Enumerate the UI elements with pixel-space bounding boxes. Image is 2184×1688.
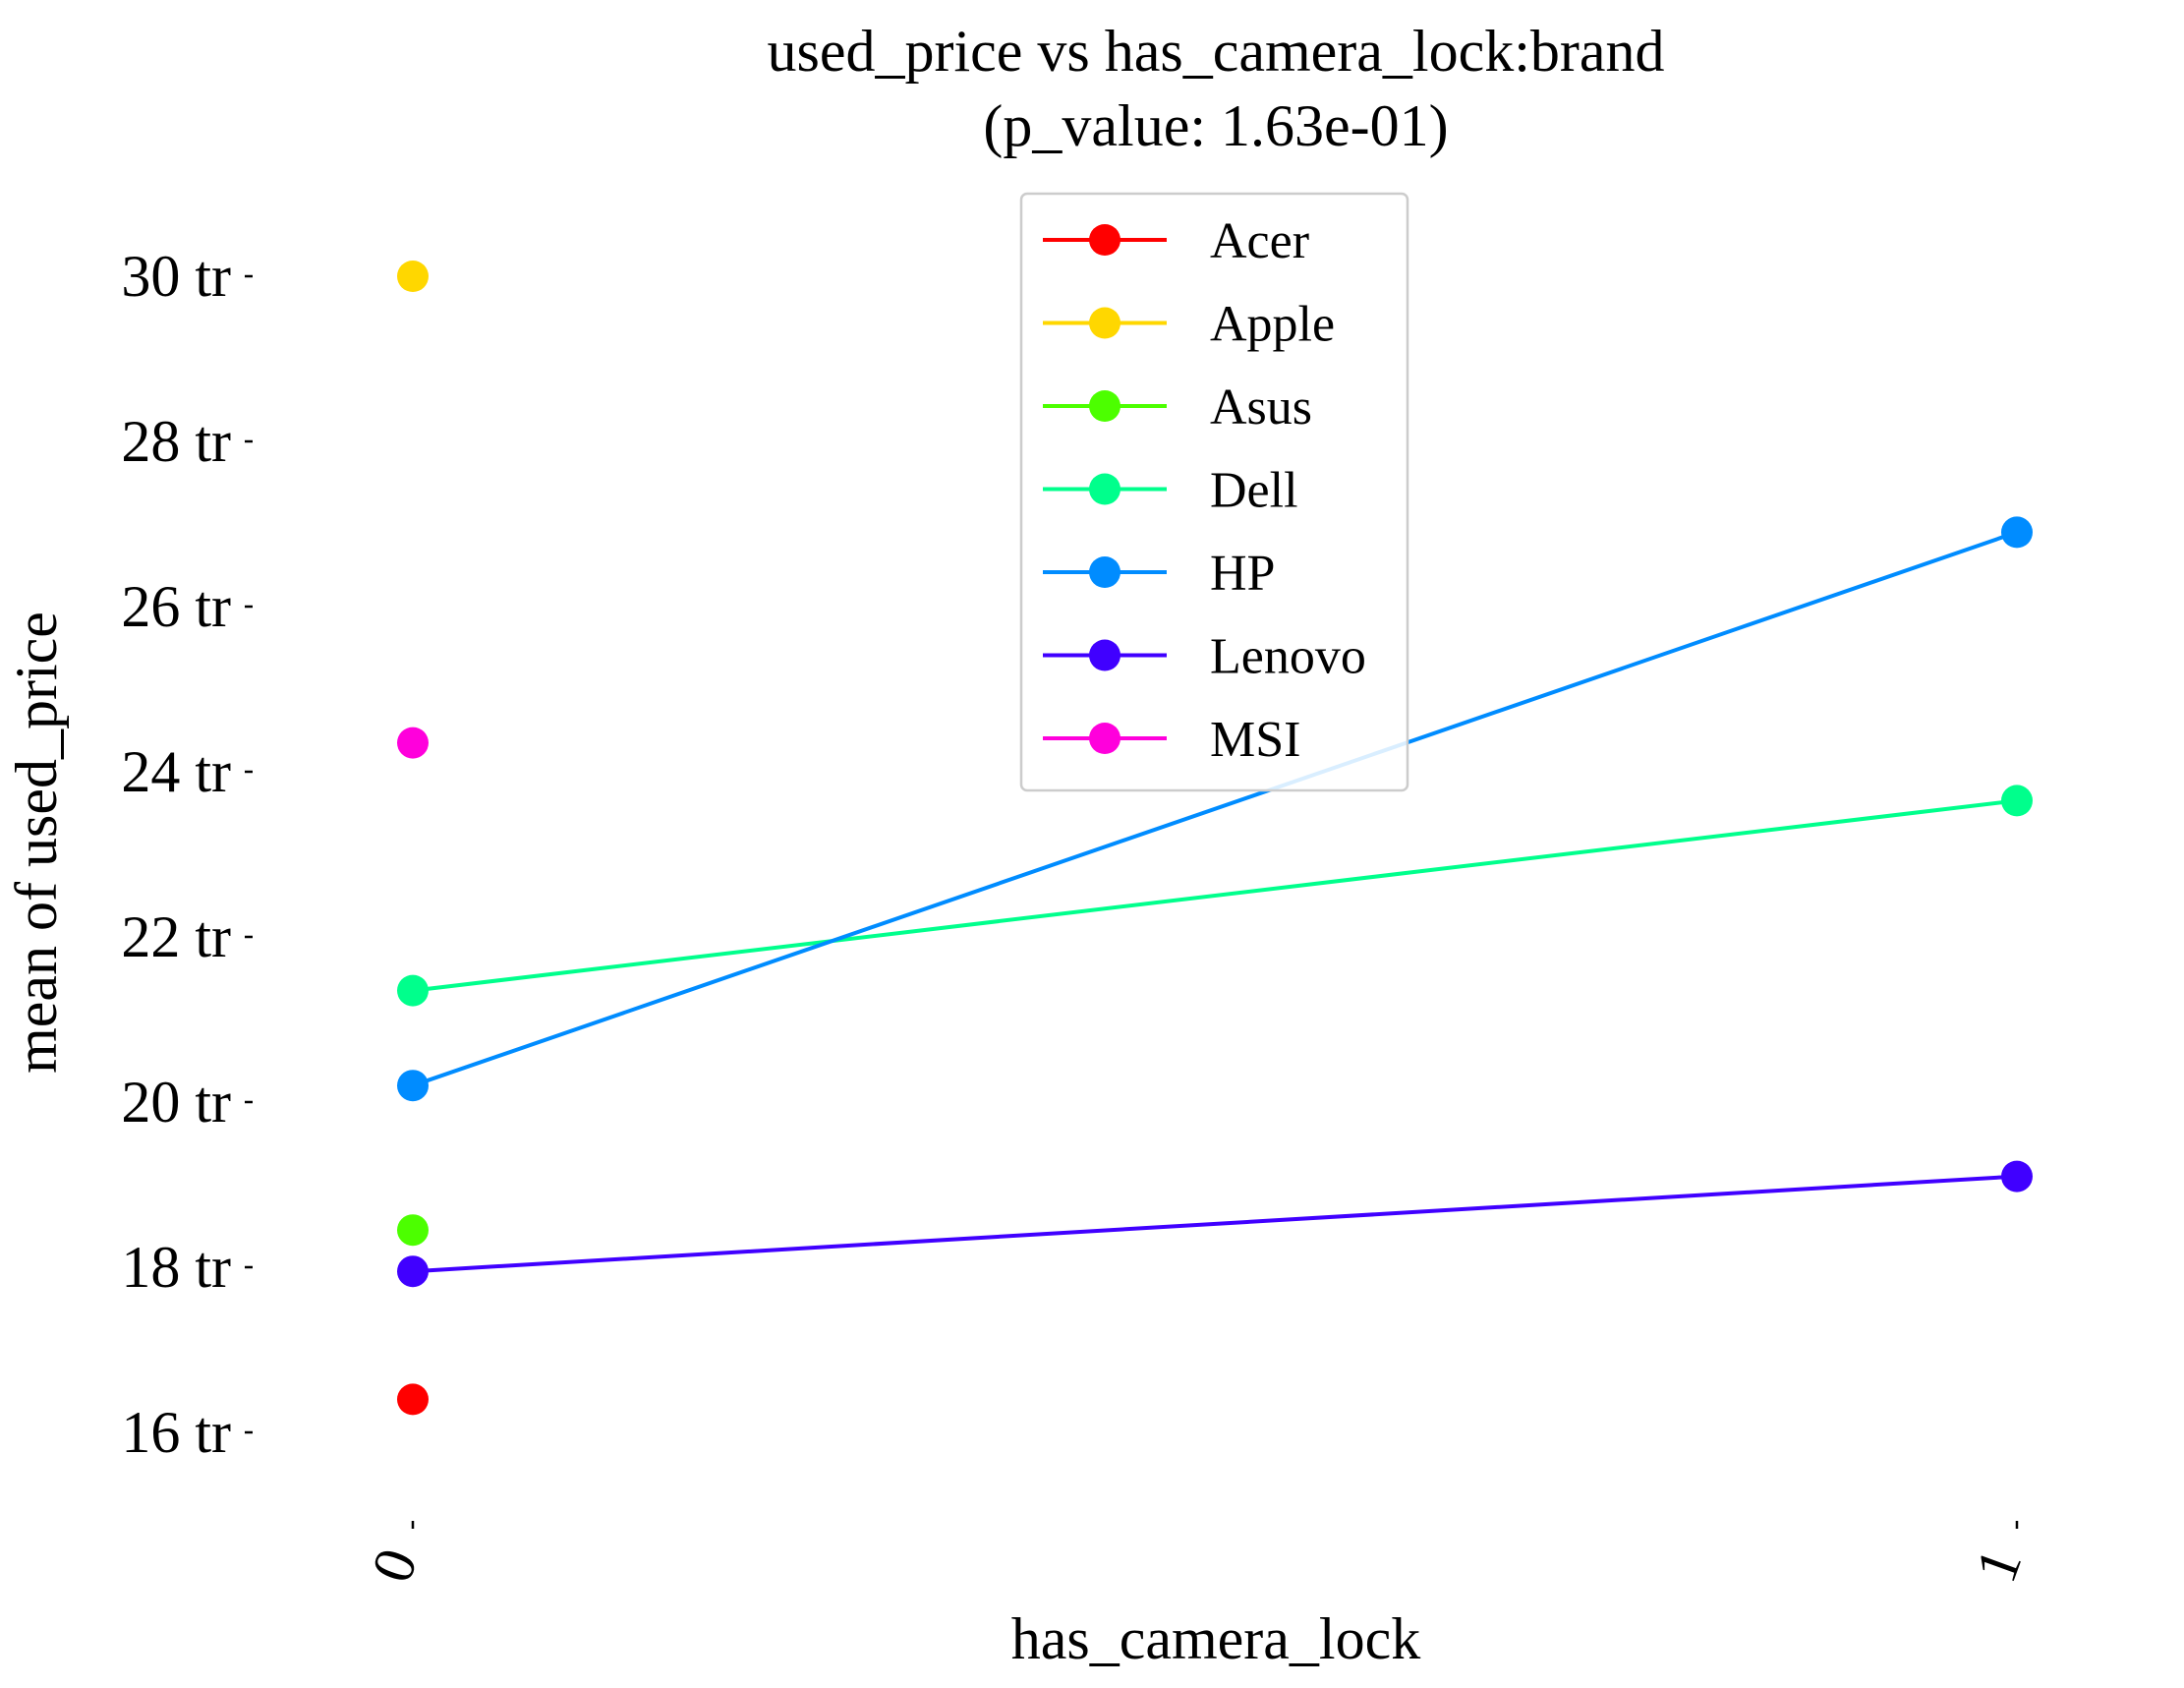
y-tick-label: 20 tr — [121, 1070, 231, 1135]
x-tick-label: 1 — [1963, 1541, 2034, 1591]
x-tick-label: 0 — [359, 1541, 430, 1591]
legend-marker-apple — [1089, 307, 1121, 339]
legend-marker-hp — [1089, 556, 1121, 588]
y-tick-label: 30 tr — [121, 244, 231, 309]
y-axis-label: mean of used_price — [4, 611, 69, 1074]
y-axis: 16 tr 18 tr 20 tr 22 tr 24 tr 26 tr 28 tr 30 tr — [121, 244, 253, 1465]
legend-label-acer: Acer — [1210, 213, 1309, 269]
point-hp — [2001, 516, 2033, 549]
point-lenovo — [2001, 1160, 2033, 1193]
plot-lines — [412, 530, 2018, 1274]
legend-label-lenovo: Lenovo — [1210, 629, 1366, 685]
legend-marker-asus — [1089, 390, 1121, 422]
series-line-lenovo — [412, 1174, 2018, 1274]
y-tick-label: 26 tr — [121, 574, 231, 639]
point-lenovo — [397, 1255, 429, 1288]
series-line-dell — [412, 798, 2018, 993]
legend-label-dell: Dell — [1210, 463, 1298, 519]
point-hp — [397, 1070, 429, 1102]
point-dell — [397, 974, 429, 1007]
chart-title: used_price vs has_camera_lock:brand — [768, 19, 1665, 84]
legend-label-apple: Apple — [1210, 297, 1335, 353]
legend-label-hp: HP — [1210, 546, 1275, 602]
y-tick-label: 22 tr — [121, 904, 231, 969]
plot-points — [397, 261, 2033, 1416]
y-tick-label: 28 tr — [121, 409, 231, 474]
y-tick-label: 18 tr — [121, 1235, 231, 1300]
legend-marker-msi — [1089, 723, 1121, 754]
point-asus — [397, 1214, 429, 1247]
legend-box — [1019, 192, 1409, 792]
legend-label-msi: MSI — [1210, 712, 1300, 768]
chart-subtitle: (p_value: 1.63e-01) — [983, 93, 1448, 158]
legend-marker-lenovo — [1089, 639, 1121, 671]
legend-label-asus: Asus — [1210, 379, 1312, 436]
y-tick-label: 16 tr — [121, 1400, 231, 1465]
series-line-hp — [412, 530, 2018, 1088]
point-acer — [397, 1383, 429, 1416]
x-axis-label: has_camera_lock — [1011, 1606, 1420, 1671]
legend-marker-dell — [1089, 473, 1121, 505]
legend-marker-acer — [1089, 224, 1121, 256]
point-msi — [397, 727, 429, 759]
legend: Acer Apple Asus Dell HP Lenovo MSI — [1019, 192, 1409, 792]
y-tick-label: 24 tr — [121, 739, 231, 804]
point-dell — [2001, 785, 2033, 817]
point-apple — [397, 261, 429, 292]
